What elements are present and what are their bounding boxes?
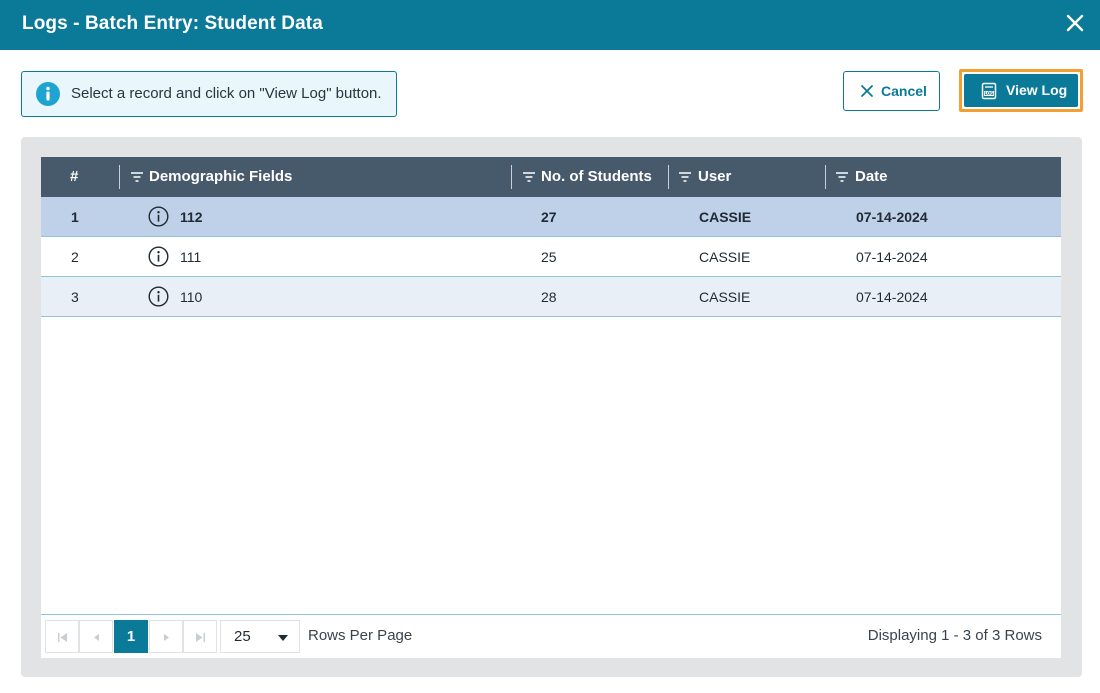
previous-page-icon [94, 634, 99, 641]
students-count: 27 [541, 209, 557, 225]
demographic-field-value: 110 [180, 289, 203, 305]
user-name: CASSIE [699, 209, 752, 225]
current-page-button[interactable]: 1 [114, 620, 148, 653]
info-banner: Select a record and click on "View Log" … [21, 71, 397, 117]
info-icon[interactable] [148, 206, 169, 227]
rows-per-page-label: Rows Per Page [308, 627, 413, 644]
next-page-icon [164, 634, 169, 641]
date-value: 07-14-2024 [856, 289, 928, 305]
page-size-value: 25 [234, 628, 251, 645]
dialog-title: Logs - Batch Entry: Student Data [22, 13, 323, 34]
date-value: 07-14-2024 [856, 249, 928, 265]
close-icon[interactable] [1062, 10, 1088, 36]
date-value: 07-14-2024 [856, 209, 928, 225]
first-page-icon [58, 633, 67, 642]
demographic-field-value: 112 [180, 209, 203, 225]
last-page-button[interactable] [183, 620, 217, 653]
user-name: CASSIE [699, 249, 751, 265]
filter-icon[interactable] [679, 171, 691, 183]
pagination-bar: 1 25 Rows Per Page Displaying 1 - 3 of 3 [41, 614, 1061, 658]
chevron-down-icon [278, 635, 288, 641]
filter-icon[interactable] [523, 171, 535, 183]
table-row[interactable]: 3 110 28 CASSIE 07-14-2024 [41, 277, 1061, 317]
cancel-label: Cancel [881, 83, 927, 99]
info-icon[interactable] [148, 246, 169, 267]
info-circle-icon [36, 82, 60, 106]
info-message: Select a record and click on "View Log" … [71, 85, 382, 102]
column-header-number[interactable]: # [70, 168, 79, 185]
row-number: 2 [71, 249, 79, 265]
filter-icon[interactable] [131, 171, 143, 183]
table-row[interactable]: 1 112 27 CASSIE 07-14-2024 [41, 197, 1061, 237]
displaying-count: Displaying 1 - 3 of 3 Rows [867, 627, 1042, 644]
dialog-titlebar: Logs - Batch Entry: Student Data [0, 0, 1100, 50]
view-log-button[interactable]: LOG View Log [964, 74, 1078, 107]
logs-grid: # Demographic Fields No. of Students Use… [41, 157, 1061, 658]
column-separator [825, 165, 826, 189]
students-count: 28 [541, 289, 557, 305]
row-number: 3 [71, 289, 79, 305]
log-document-icon: LOG [981, 82, 997, 100]
view-log-focus-outline: LOG View Log [959, 69, 1083, 112]
svg-text:LOG: LOG [984, 91, 993, 96]
page-size-select[interactable]: 25 [220, 620, 300, 653]
column-header-no-of-students[interactable]: No. of Students [541, 168, 652, 185]
column-header-demographic-fields[interactable]: Demographic Fields [149, 168, 293, 185]
column-separator [119, 165, 120, 189]
view-log-label: View Log [1006, 82, 1068, 98]
demographic-field-value: 111 [180, 249, 202, 265]
filter-icon[interactable] [836, 171, 848, 183]
first-page-button[interactable] [45, 620, 79, 653]
user-name: CASSIE [699, 289, 751, 305]
previous-page-button[interactable] [79, 620, 113, 653]
grid-header: # Demographic Fields No. of Students Use… [41, 157, 1061, 197]
row-number: 1 [71, 209, 79, 225]
grid-panel: # Demographic Fields No. of Students Use… [21, 137, 1082, 677]
next-page-button[interactable] [149, 620, 183, 653]
close-icon [861, 85, 873, 97]
cancel-button[interactable]: Cancel [843, 71, 940, 111]
table-row[interactable]: 2 111 25 CASSIE 07-14-2024 [41, 237, 1061, 277]
column-separator [668, 165, 669, 189]
students-count: 25 [541, 249, 557, 265]
info-icon[interactable] [148, 286, 169, 307]
column-header-date[interactable]: Date [855, 168, 888, 185]
last-page-icon [196, 633, 205, 642]
column-header-user[interactable]: User [698, 168, 732, 185]
column-separator [511, 165, 512, 189]
